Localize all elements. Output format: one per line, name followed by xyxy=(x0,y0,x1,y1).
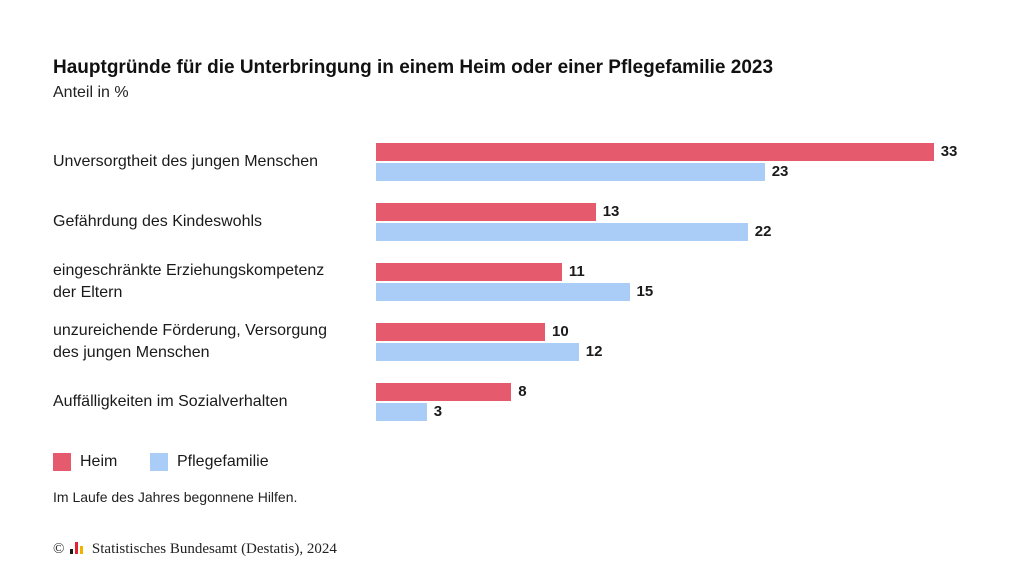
chart-subtitle: Anteil in % xyxy=(53,84,129,101)
data-label-heim: 11 xyxy=(568,263,585,280)
bar-pflegefamilie xyxy=(376,343,579,361)
category-label: Auffälligkeiten im Sozialverhalten xyxy=(53,391,373,413)
destatis-logo-icon xyxy=(70,542,84,554)
category-label-line: des jungen Menschen xyxy=(53,344,210,361)
category-label-line: eingeschränkte Erziehungskompetenz xyxy=(53,262,325,279)
chart-title: Hauptgründe für die Unterbringung in ein… xyxy=(53,57,774,78)
legend-swatch-heim xyxy=(53,453,71,471)
data-label-heim: 8 xyxy=(518,383,527,400)
bar-heim xyxy=(376,323,545,341)
data-label-heim: 33 xyxy=(940,143,958,160)
legend-label-heim: Heim xyxy=(80,453,118,470)
copyright-symbol: © xyxy=(53,541,65,557)
data-label-pflegefamilie: 22 xyxy=(754,223,772,240)
data-label-pflegefamilie: 3 xyxy=(433,403,443,420)
legend-label-pflegefamilie: Pflegefamilie xyxy=(177,453,269,470)
category-label: Unversorgtheit des jungen Menschen xyxy=(53,151,373,173)
category-label: unzureichende Förderung, Versorgung des j… xyxy=(53,320,373,364)
category-label-line: Auffälligkeiten im Sozialverhalten xyxy=(53,393,288,410)
bar-heim xyxy=(376,143,934,161)
bar-pflegefamilie xyxy=(376,283,630,301)
bar-pflegefamilie xyxy=(376,403,427,421)
category-label: eingeschränkte Erziehungskompetenz der El… xyxy=(53,260,373,304)
source-line: © Statistisches Bundesamt (Destatis), 20… xyxy=(53,541,337,558)
data-label-pflegefamilie: 23 xyxy=(771,163,789,180)
category-label-line: Unversorgtheit des jungen Menschen xyxy=(53,153,319,170)
legend-swatch-pflegefamilie xyxy=(150,453,168,471)
data-label-pflegefamilie: 12 xyxy=(585,343,603,360)
data-label-heim: 13 xyxy=(602,203,620,220)
bar-heim xyxy=(376,263,562,281)
data-label-heim: 10 xyxy=(552,323,569,340)
category-label-line: unzureichende Förderung, Versorgung xyxy=(53,322,327,339)
bar-pflegefamilie xyxy=(376,163,765,181)
source-text: Statistisches Bundesamt (Destatis), 2024 xyxy=(91,541,337,557)
bar-pflegefamilie xyxy=(376,223,748,241)
data-label-pflegefamilie: 15 xyxy=(636,283,654,300)
bar-heim xyxy=(376,383,512,401)
bar-heim xyxy=(376,203,596,221)
category-label-line: Gefährdung des Kindeswohls xyxy=(53,213,263,230)
category-label-line: der Eltern xyxy=(53,284,123,301)
category-label: Gefährdung des Kindeswohls xyxy=(53,211,373,233)
footnote: Im Laufe des Jahres begonnene Hilfen. xyxy=(53,489,298,505)
